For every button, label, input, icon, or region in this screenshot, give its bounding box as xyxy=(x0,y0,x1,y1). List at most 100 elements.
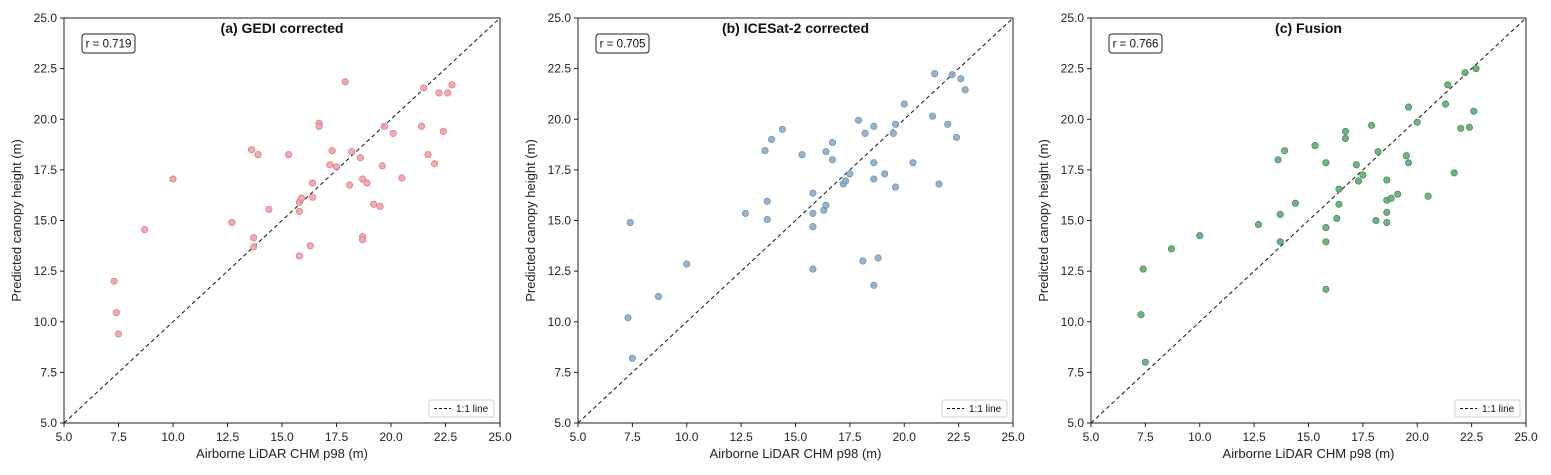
data-point xyxy=(1461,69,1469,77)
data-point xyxy=(431,160,439,168)
data-point xyxy=(1383,218,1391,227)
data-point xyxy=(1335,185,1343,193)
y-tick-label: 17.5 xyxy=(1061,163,1085,177)
data-point xyxy=(1372,216,1380,225)
r-annotation: r = 0.719 xyxy=(86,39,132,51)
panel-title: (b) ICESat-2 corrected xyxy=(722,20,869,36)
x-tick-label: 17.5 xyxy=(325,430,349,444)
data-point xyxy=(909,159,917,167)
data-point xyxy=(957,75,965,83)
y-tick-label: 10.0 xyxy=(548,315,572,329)
data-point xyxy=(1276,238,1284,246)
x-tick-label: 7.5 xyxy=(110,430,127,444)
data-point xyxy=(439,127,447,135)
data-point xyxy=(778,125,787,133)
y-tick-label: 22.5 xyxy=(34,62,58,76)
data-point xyxy=(768,135,776,144)
data-point xyxy=(809,189,817,197)
data-point xyxy=(1322,159,1330,167)
data-point xyxy=(1394,190,1402,198)
data-point xyxy=(359,175,367,183)
data-point xyxy=(1383,208,1391,216)
y-tick-label: 25.0 xyxy=(1061,11,1085,25)
data-point xyxy=(250,243,258,251)
data-point xyxy=(1276,210,1284,218)
legend-label: 1:1 line xyxy=(1482,404,1515,415)
data-point xyxy=(809,265,817,273)
data-point xyxy=(626,218,634,227)
data-point xyxy=(141,226,149,234)
data-point xyxy=(1444,81,1452,89)
data-point xyxy=(859,257,867,265)
r-annotation-box xyxy=(1108,33,1163,54)
y-tick-label: 15.0 xyxy=(548,214,572,228)
data-point xyxy=(370,200,378,208)
y-tick-label: 7.5 xyxy=(40,365,57,379)
y-tick-label: 22.5 xyxy=(1061,62,1085,76)
data-point xyxy=(828,156,837,164)
legend-box xyxy=(428,399,495,418)
data-point xyxy=(889,129,897,137)
y-tick-label: 10.0 xyxy=(1061,315,1085,329)
y-axis-label: Predicted canopy height (m) xyxy=(523,139,538,302)
r-annotation-box xyxy=(595,33,650,54)
data-point xyxy=(900,100,908,108)
data-point xyxy=(376,202,384,210)
data-point xyxy=(809,209,817,217)
data-point xyxy=(935,180,943,188)
x-tick-label: 20.0 xyxy=(1406,430,1430,444)
r-annotation: r = 0.705 xyxy=(600,39,646,51)
data-point xyxy=(356,154,365,162)
data-point xyxy=(628,354,636,362)
data-point xyxy=(1383,176,1391,184)
data-point xyxy=(1352,161,1360,169)
x-axis-label: Airborne LiDAR CHM p98 (m) xyxy=(1223,446,1395,461)
data-point xyxy=(1196,232,1204,240)
data-point xyxy=(891,120,900,128)
r-annotation-box xyxy=(81,33,136,54)
data-point xyxy=(1354,177,1363,185)
data-point xyxy=(417,122,426,130)
data-point xyxy=(948,71,956,79)
data-point xyxy=(846,170,854,178)
x-tick-label: 20.0 xyxy=(379,430,403,444)
data-point xyxy=(1141,358,1149,366)
y-tick-label: 7.5 xyxy=(1067,365,1084,379)
data-point xyxy=(798,151,806,159)
y-tick-label: 15.0 xyxy=(34,214,58,228)
data-point xyxy=(1311,142,1319,150)
data-point xyxy=(874,254,882,262)
data-point xyxy=(250,234,258,242)
y-tick-label: 20.0 xyxy=(1061,112,1085,126)
data-point xyxy=(308,193,317,201)
y-axis-label: Predicted canopy height (m) xyxy=(9,139,24,302)
data-point xyxy=(1322,238,1330,246)
x-tick-label: 10.0 xyxy=(675,430,699,444)
data-point xyxy=(1335,200,1343,208)
x-axis-label: Airborne LiDAR CHM p98 (m) xyxy=(196,446,368,461)
y-tick-label: 15.0 xyxy=(1061,214,1085,228)
panel-title: (a) GEDI corrected xyxy=(221,20,344,36)
data-point xyxy=(306,242,314,250)
data-point xyxy=(380,122,389,130)
y-axis-label: Predicted canopy height (m) xyxy=(1036,139,1051,302)
data-point xyxy=(114,330,123,338)
panel-2: 5.05.0 7.5 7.5 10.0 10.0 12.5 12.5 15.0 15.0 17.5… xyxy=(523,11,1025,461)
data-point xyxy=(1457,124,1465,132)
x-tick-label: 5.0 xyxy=(570,430,587,444)
data-point xyxy=(1281,147,1289,155)
r-annotation: r = 0.766 xyxy=(1113,39,1159,51)
data-point xyxy=(828,138,837,147)
data-point xyxy=(1368,121,1376,129)
data-point xyxy=(1402,152,1410,160)
y-tick-label: 5.0 xyxy=(1067,416,1084,430)
data-point xyxy=(1322,285,1330,293)
data-point xyxy=(435,89,443,97)
data-point xyxy=(861,129,869,137)
x-tick-label: 12.5 xyxy=(729,430,753,444)
one-to-one-line xyxy=(1090,17,1527,424)
y-tick-label: 20.0 xyxy=(34,112,58,126)
data-point xyxy=(1333,214,1341,223)
y-tick-label: 10.0 xyxy=(34,315,58,329)
